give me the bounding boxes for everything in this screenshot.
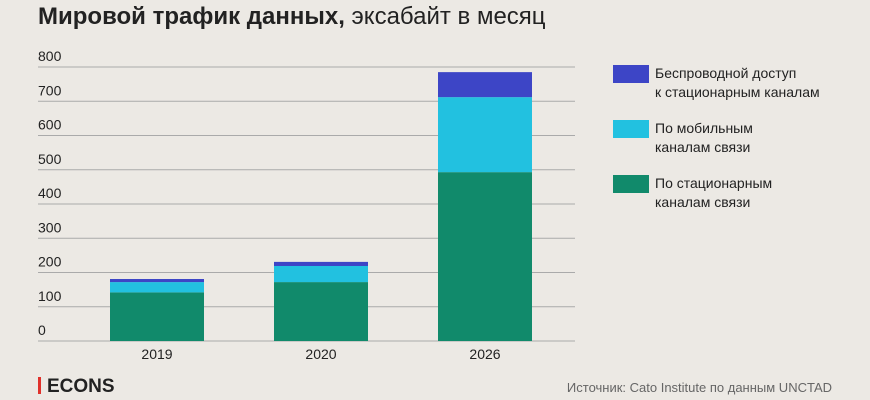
x-tick-label: 2019 (141, 346, 172, 362)
y-tick-label: 200 (38, 254, 62, 270)
bar-segment (274, 265, 368, 283)
bar-segment (438, 97, 532, 173)
source: Источник: Cato Institute по данным UNCTA… (567, 380, 832, 395)
y-tick-label: 800 (38, 48, 62, 64)
bar-segment (110, 292, 204, 341)
y-tick-label: 600 (38, 117, 62, 133)
bar-segment (110, 279, 204, 283)
y-tick-label: 500 (38, 151, 62, 167)
subtitle: эксабайт в месяц (352, 3, 546, 30)
x-tick-label: 2020 (305, 346, 336, 362)
bar-segment (274, 261, 368, 266)
legend-swatch (613, 120, 649, 138)
y-tick-label: 700 (38, 82, 62, 98)
bar-segment (110, 282, 204, 293)
y-tick-label: 100 (38, 288, 62, 304)
y-tick-label: 300 (38, 219, 62, 235)
logo: ECONS (47, 376, 115, 397)
y-tick-label: 400 (38, 185, 62, 201)
legend-swatch (613, 175, 649, 193)
legend-swatch (613, 65, 649, 83)
bar-segment (274, 282, 368, 341)
legend-label: Беспроводной доступ к стационарным канал… (655, 65, 820, 100)
y-tick-label: 0 (38, 322, 46, 338)
title: Мировой трафик данных, (38, 3, 345, 30)
legend-label: По стационарным каналам связи (655, 175, 773, 210)
x-tick-label: 2026 (469, 346, 500, 362)
chart-title: Мировой трафик данных, эксабайт в месяц (38, 3, 546, 30)
legend-label: По мобильным каналам связи (655, 120, 753, 155)
bar-segment (438, 172, 532, 341)
bar-segment (438, 72, 532, 98)
logo-bar (38, 377, 41, 394)
